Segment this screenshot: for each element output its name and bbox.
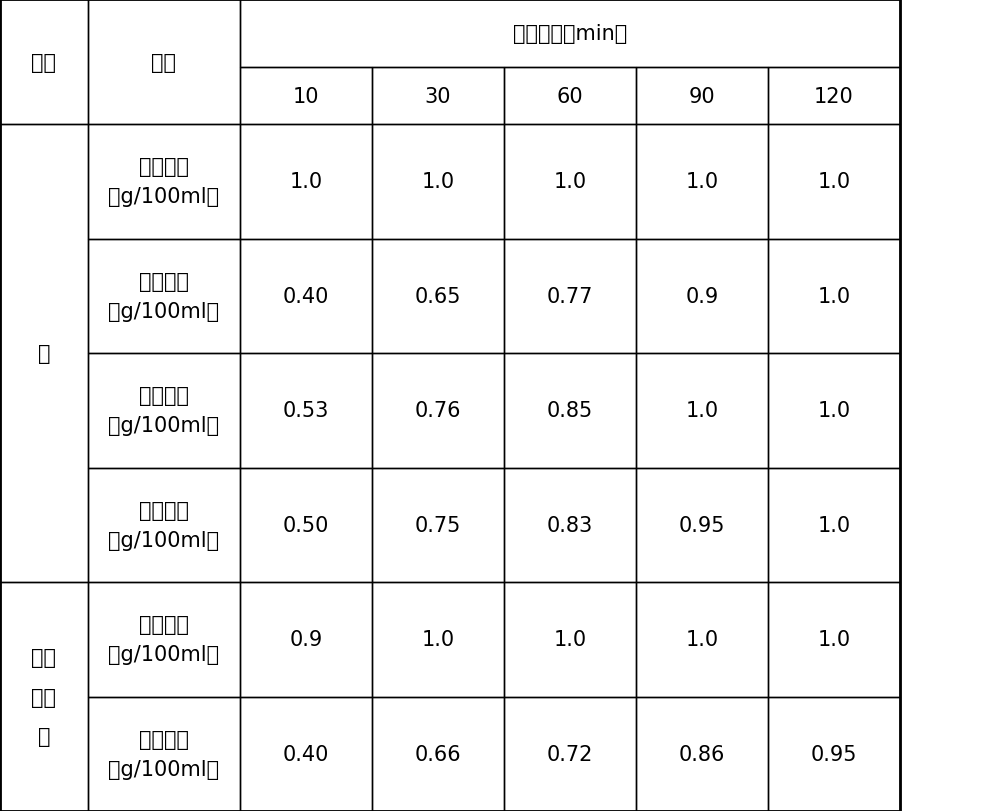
Bar: [88, 0, 240, 125]
Text: 对照二组: 对照二组: [139, 729, 189, 749]
Text: 0.9: 0.9: [289, 629, 323, 650]
Text: 0.53: 0.53: [283, 401, 329, 421]
Text: （g/100ml）: （g/100ml）: [108, 645, 220, 664]
Text: 小鼠
抗凝
血: 小鼠 抗凝 血: [32, 647, 56, 746]
Bar: [88, 468, 240, 582]
Text: 0.76: 0.76: [415, 401, 461, 421]
Text: 60: 60: [557, 87, 583, 107]
Bar: [768, 697, 900, 811]
Bar: [240, 125, 372, 239]
Bar: [240, 354, 372, 468]
Text: 0.66: 0.66: [415, 744, 461, 764]
Text: （g/100ml）: （g/100ml）: [108, 759, 220, 779]
Text: 0.83: 0.83: [547, 515, 593, 535]
Bar: [0, 125, 88, 582]
Text: 0.86: 0.86: [679, 744, 725, 764]
Bar: [88, 125, 240, 239]
Bar: [768, 68, 900, 125]
Bar: [240, 0, 900, 68]
Bar: [504, 582, 636, 697]
Bar: [636, 697, 768, 811]
Bar: [88, 582, 240, 697]
Bar: [636, 582, 768, 697]
Bar: [0, 582, 88, 811]
Bar: [768, 125, 900, 239]
Bar: [636, 68, 768, 125]
Bar: [88, 239, 240, 354]
Text: 1.0: 1.0: [817, 172, 851, 192]
Text: 1.0: 1.0: [817, 286, 851, 307]
Text: 90: 90: [689, 87, 715, 107]
Text: 浸泡时间（min）: 浸泡时间（min）: [513, 24, 627, 44]
Bar: [504, 354, 636, 468]
Text: 1.0: 1.0: [553, 629, 587, 650]
Bar: [504, 68, 636, 125]
Text: （g/100ml）: （g/100ml）: [108, 530, 220, 550]
Text: 0.95: 0.95: [679, 515, 725, 535]
Text: 1.0: 1.0: [817, 629, 851, 650]
Text: 30: 30: [425, 87, 451, 107]
Bar: [636, 354, 768, 468]
Bar: [636, 468, 768, 582]
Bar: [240, 468, 372, 582]
Bar: [636, 239, 768, 354]
Text: 1.0: 1.0: [685, 401, 719, 421]
Text: 1.0: 1.0: [817, 515, 851, 535]
Bar: [372, 697, 504, 811]
Bar: [240, 239, 372, 354]
Text: 0.75: 0.75: [415, 515, 461, 535]
Bar: [240, 582, 372, 697]
Bar: [240, 68, 372, 125]
Text: 分组: 分组: [152, 53, 176, 72]
Bar: [504, 125, 636, 239]
Text: 0.40: 0.40: [283, 744, 329, 764]
Text: 1.0: 1.0: [553, 172, 587, 192]
Text: （g/100ml）: （g/100ml）: [108, 187, 220, 207]
Text: （g/100ml）: （g/100ml）: [108, 302, 220, 321]
Bar: [768, 239, 900, 354]
Bar: [0, 0, 88, 125]
Text: 1.0: 1.0: [421, 629, 455, 650]
Bar: [504, 697, 636, 811]
Text: 1.0: 1.0: [685, 629, 719, 650]
Text: 对照二组: 对照二组: [139, 272, 189, 292]
Bar: [372, 239, 504, 354]
Text: 水: 水: [38, 344, 50, 363]
Bar: [504, 239, 636, 354]
Text: 1.0: 1.0: [421, 172, 455, 192]
Text: 对照四组: 对照四组: [139, 500, 189, 521]
Bar: [240, 697, 372, 811]
Text: 0.95: 0.95: [811, 744, 857, 764]
Bar: [636, 125, 768, 239]
Text: 1.0: 1.0: [685, 172, 719, 192]
Text: 10: 10: [293, 87, 319, 107]
Text: 1.0: 1.0: [817, 401, 851, 421]
Bar: [372, 468, 504, 582]
Text: 0.40: 0.40: [283, 286, 329, 307]
Text: 对照一组: 对照一组: [139, 615, 189, 635]
Bar: [768, 582, 900, 697]
Bar: [504, 468, 636, 582]
Bar: [372, 582, 504, 697]
Text: 0.9: 0.9: [685, 286, 719, 307]
Text: 0.65: 0.65: [415, 286, 461, 307]
Text: 0.50: 0.50: [283, 515, 329, 535]
Bar: [88, 697, 240, 811]
Bar: [88, 354, 240, 468]
Text: 溶液: 溶液: [32, 53, 56, 72]
Bar: [372, 125, 504, 239]
Text: 1.0: 1.0: [289, 172, 323, 192]
Bar: [372, 354, 504, 468]
Bar: [768, 468, 900, 582]
Text: 120: 120: [814, 87, 854, 107]
Text: （g/100ml）: （g/100ml）: [108, 416, 220, 436]
Text: 0.85: 0.85: [547, 401, 593, 421]
Bar: [768, 354, 900, 468]
Bar: [372, 68, 504, 125]
Text: 0.77: 0.77: [547, 286, 593, 307]
Text: 0.72: 0.72: [547, 744, 593, 764]
Text: 对照三组: 对照三组: [139, 386, 189, 406]
Text: 对照一组: 对照一组: [139, 157, 189, 178]
